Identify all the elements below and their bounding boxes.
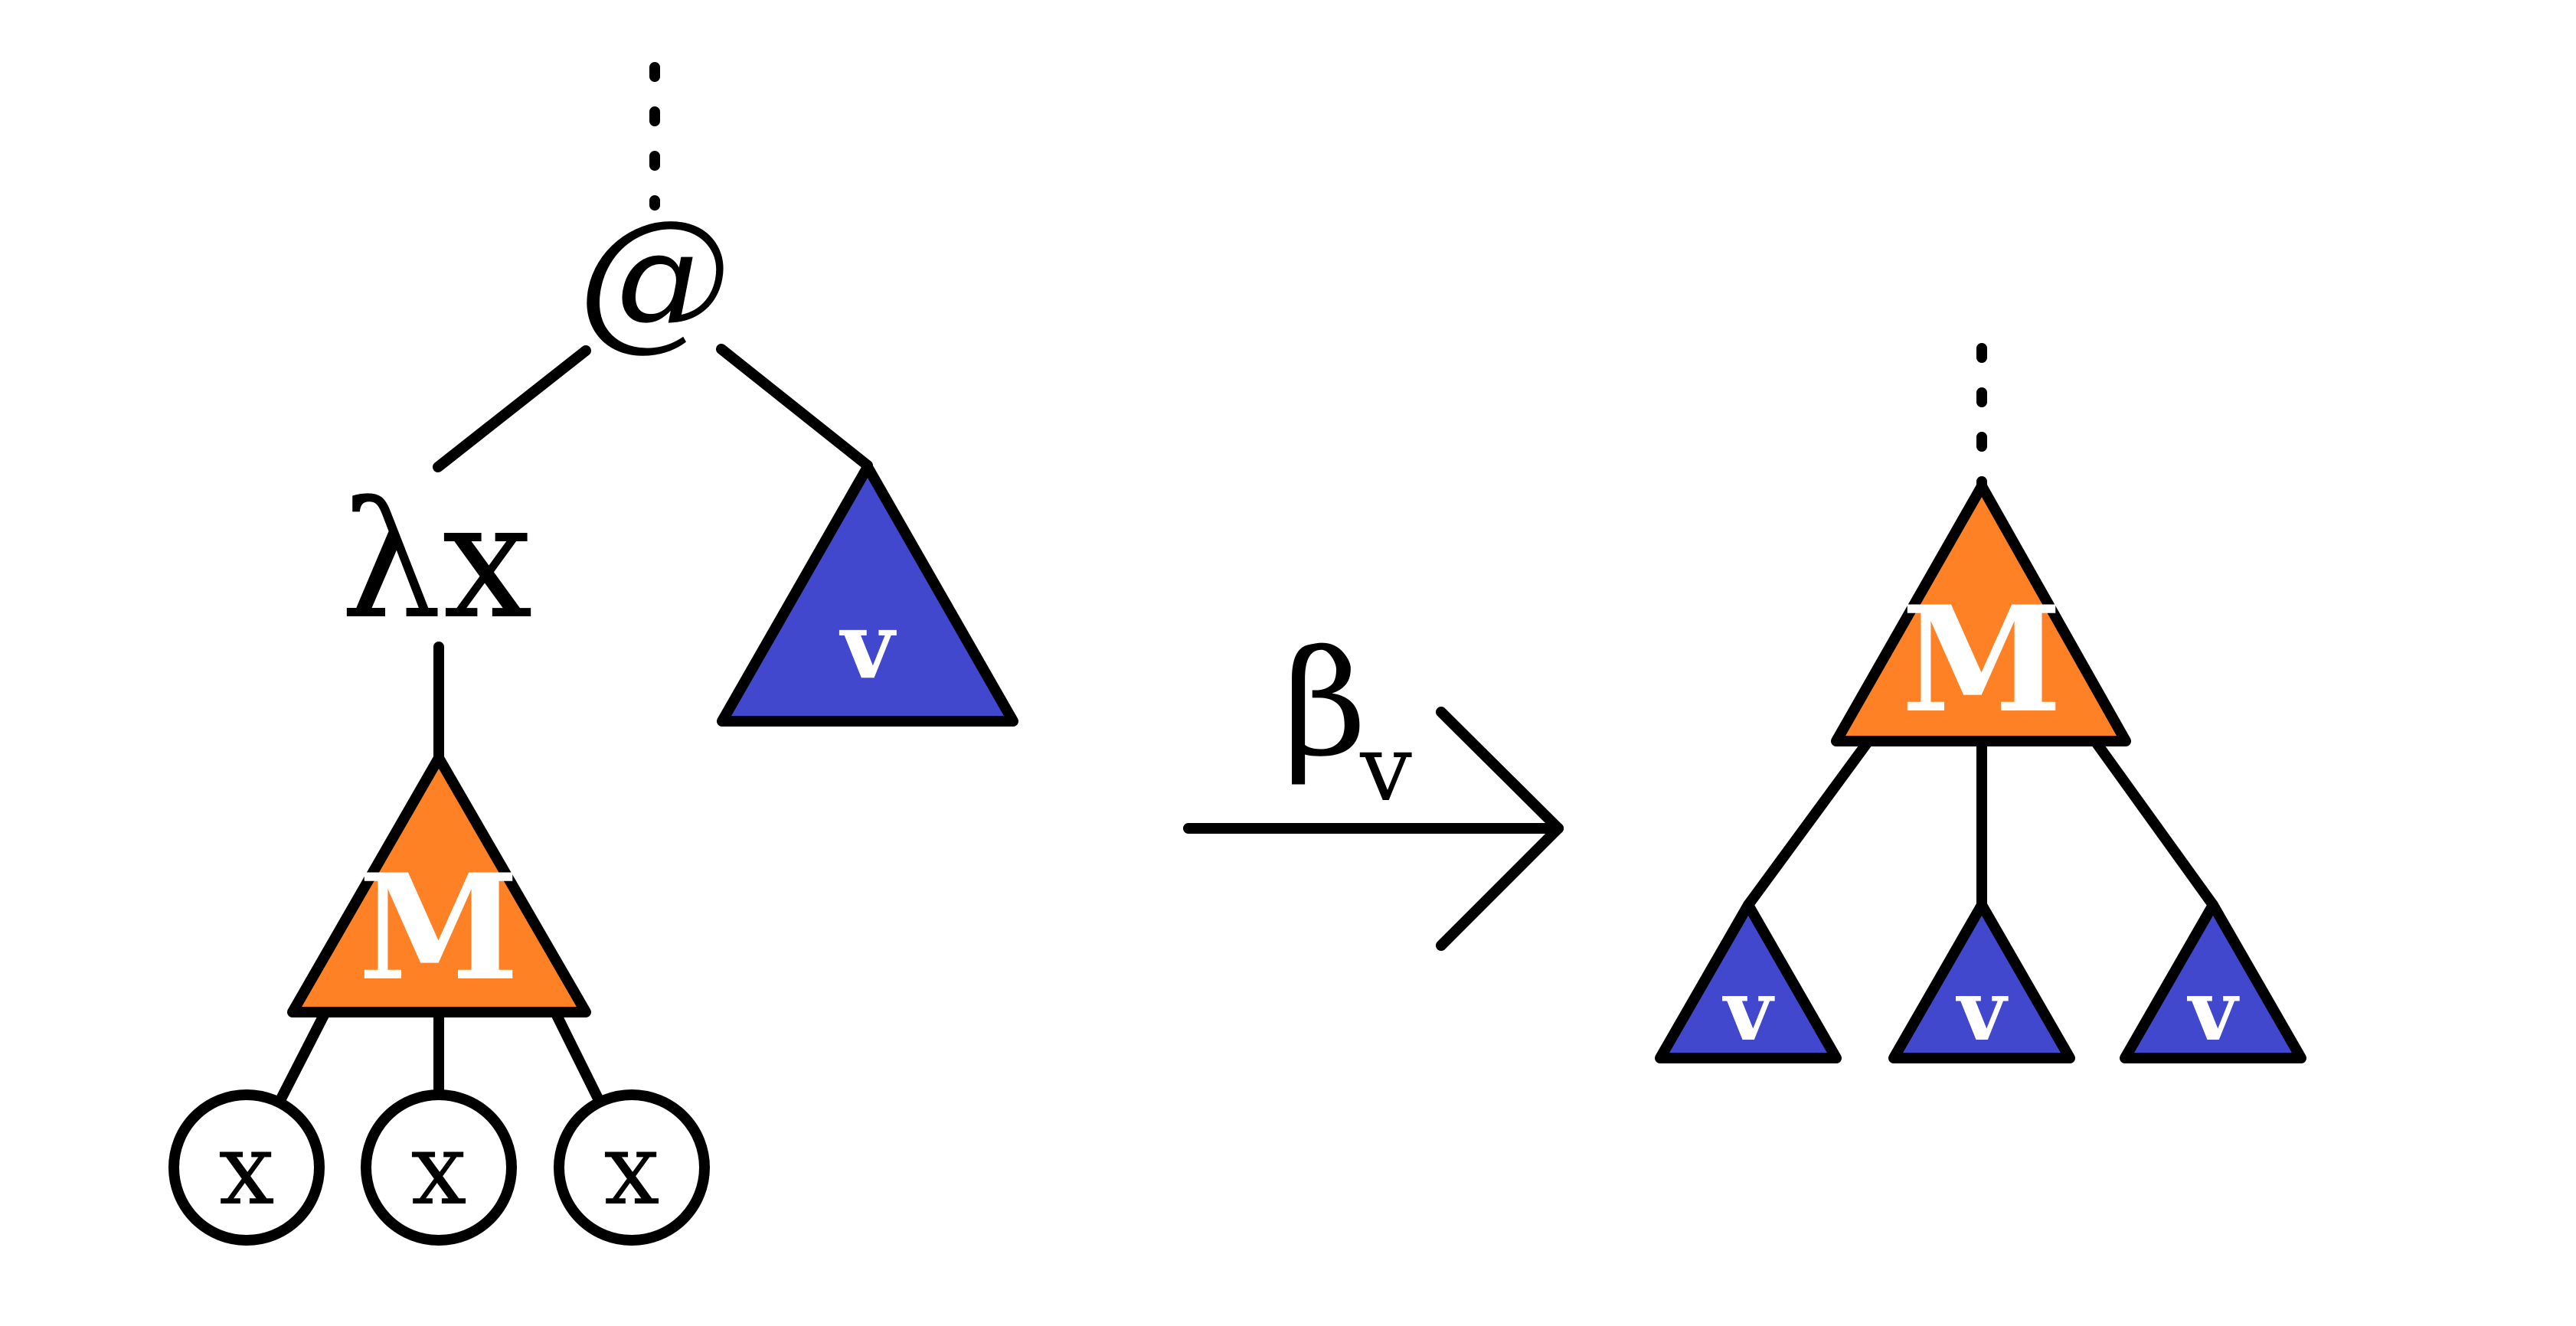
result-to-copy-3-edge bbox=[2090, 736, 2218, 910]
variable-occurrence-circle bbox=[168, 1089, 325, 1246]
body-to-variable-3-edge bbox=[550, 1007, 607, 1112]
argument-v-label: v bbox=[839, 592, 897, 700]
reduction-arrow: β v bbox=[1183, 619, 1564, 951]
variable-occurrence-label: x bbox=[410, 1111, 466, 1227]
variable-occurrence-circle bbox=[361, 1089, 517, 1246]
app-to-argument-edge bbox=[716, 344, 873, 471]
variable-occurrence-circle bbox=[554, 1089, 710, 1246]
variable-occurrence-label: x bbox=[603, 1111, 659, 1227]
arrow-head-upper bbox=[1436, 707, 1564, 834]
variable-occurrence-label: x bbox=[218, 1111, 274, 1227]
result-body-m-triangle bbox=[1831, 481, 2131, 746]
argument-v-triangle bbox=[717, 462, 1018, 727]
body-m-label: M bbox=[358, 842, 519, 1013]
app-to-lambda-edge bbox=[433, 345, 591, 472]
body-to-variable-1-edge bbox=[272, 1007, 331, 1112]
result-body-m-label: M bbox=[1901, 574, 2062, 745]
beta-subscript-label: v bbox=[1359, 716, 1412, 822]
substituted-v-triangle bbox=[2120, 900, 2306, 1063]
beta-symbol-label: β bbox=[1283, 619, 1367, 789]
application-node-label: @ bbox=[578, 188, 731, 366]
result-to-copy-1-edge bbox=[1743, 736, 1874, 910]
substituted-v-triangle bbox=[1888, 900, 2075, 1063]
substituted-v-label: v bbox=[1722, 961, 1775, 1060]
arrow-head-lower bbox=[1436, 823, 1564, 951]
substituted-v-label: v bbox=[1956, 961, 2009, 1060]
substituted-v-label: v bbox=[2187, 961, 2240, 1060]
substituted-v-triangle bbox=[1655, 900, 1842, 1063]
left-tree: @ λx v M x x x bbox=[168, 62, 1018, 1246]
right-tree: M v v v bbox=[1655, 343, 2306, 1063]
lambda-node-label: λx bbox=[340, 467, 533, 655]
